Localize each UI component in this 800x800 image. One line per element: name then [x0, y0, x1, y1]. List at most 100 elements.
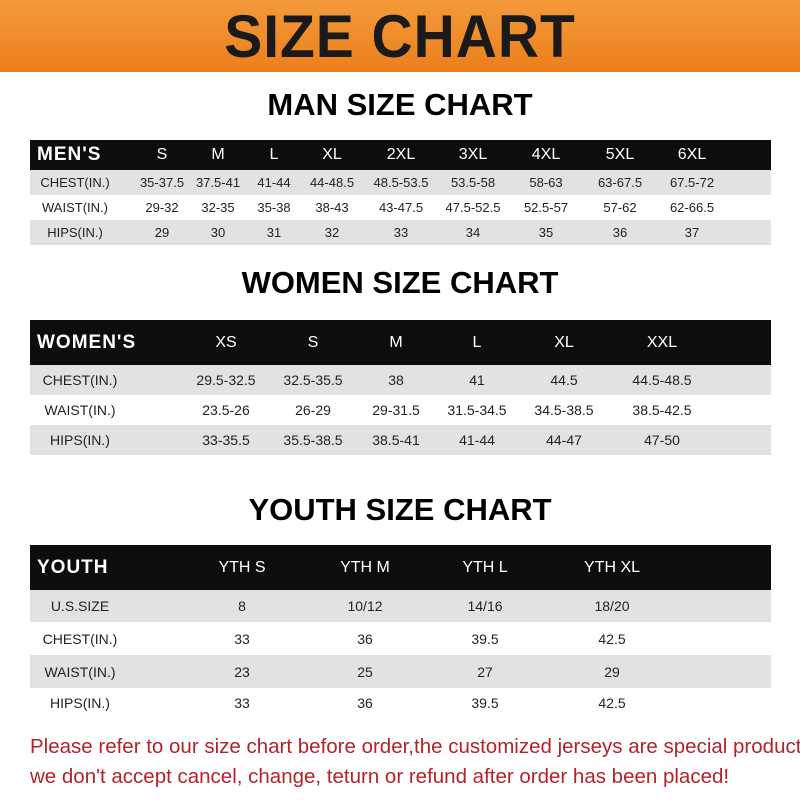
table-cell: 33 [234, 695, 250, 711]
row-label: HIPS(IN.) [50, 695, 110, 711]
notice-line-2: we don't accept cancel, change, teturn o… [30, 765, 730, 788]
table-cell: 32.5-35.5 [283, 372, 343, 388]
table-cell: 8 [238, 598, 246, 614]
header-row: YOUTH YTH S YTH M YTH L YTH XL [30, 545, 771, 590]
row-label: WAIST(IN.) [42, 200, 108, 215]
row-label: WAIST(IN.) [44, 402, 116, 418]
table-cell: 52.5-57 [523, 200, 569, 215]
table-cell: 34.5-38.5 [534, 402, 594, 418]
table-cell: 37 [684, 225, 700, 240]
table-cell: 38.5-42.5 [632, 402, 692, 418]
size-header: XL [554, 333, 574, 351]
table-cell: 35.5-38.5 [283, 432, 343, 448]
table-label: WOMEN'S [37, 331, 137, 353]
table-label: MEN'S [37, 144, 102, 165]
header-row: MEN'S S M L XL 2XL 3XL 4XL 5XL 6XL [30, 140, 771, 170]
table-row: HIPS(IN.) 33 36 39.5 42.5 [30, 688, 771, 718]
table-cell: 48.5-53.5 [373, 175, 429, 190]
row-label: HIPS(IN.) [47, 225, 103, 240]
header-row: WOMEN'S XS S M L XL XXL [30, 320, 771, 365]
size-header: XXL [646, 333, 678, 351]
table-cell: 23.5-26 [202, 402, 250, 418]
size-header: YTH M [340, 558, 390, 576]
table-row: CHEST(IN.) 35-37.5 37.5-41 41-44 44-48.5 48.5… [30, 170, 771, 195]
table-cell: 39.5 [471, 630, 499, 647]
table-cell: 38-43 [315, 200, 349, 215]
table-cell: 33 [234, 630, 250, 647]
table-cell: 14/16 [467, 598, 503, 614]
table-cell: 36 [357, 695, 373, 711]
table-cell: 38.5-41 [372, 432, 420, 448]
table-cell: 44-47 [546, 432, 582, 448]
table-cell: 31.5-34.5 [447, 402, 507, 418]
women-title: WOMEN SIZE CHART [241, 265, 559, 300]
table-cell: 67.5-72 [669, 175, 715, 190]
notice-line-1: Please refer to our size chart before or… [30, 735, 800, 758]
youth-size-table: YOUTH YTH S YTH M YTH L YTH XL U.S.SIZE 8 10/12… [30, 545, 771, 718]
table-cell: 47.5-52.5 [445, 200, 501, 215]
table-cell: 26-29 [295, 402, 331, 418]
table-cell: 37.5-41 [195, 175, 241, 190]
size-header: 6XL [677, 146, 707, 163]
table-cell: 27 [477, 663, 493, 680]
table-cell: 31 [266, 225, 282, 240]
table-cell: 29.5-32.5 [196, 372, 256, 388]
table-cell: 32-35 [201, 200, 235, 215]
table-cell: 29 [154, 225, 170, 240]
men-title: MAN SIZE CHART [267, 87, 533, 122]
table-cell: 23 [234, 663, 250, 680]
table-cell: 44-48.5 [309, 175, 355, 190]
table-cell: 36 [612, 225, 628, 240]
table-row: CHEST(IN.) 29.5-32.5 32.5-35.5 38 41 44.5 44.5… [30, 365, 771, 395]
table-cell: 33-35.5 [202, 432, 250, 448]
men-size-table: MEN'S S M L XL 2XL 3XL 4XL 5XL 6XL CHEST(IN.) 35-37… [30, 140, 771, 245]
size-header: M [211, 146, 225, 163]
row-label: HIPS(IN.) [50, 432, 110, 448]
size-header: 3XL [458, 146, 488, 163]
youth-title: YOUTH SIZE CHART [248, 492, 552, 527]
table-cell: 58-63 [529, 175, 563, 190]
size-header: 4XL [531, 146, 561, 163]
table-cell: 36 [357, 630, 373, 647]
row-label: CHEST(IN.) [42, 630, 118, 647]
size-header: 2XL [386, 146, 416, 163]
table-cell: 47-50 [644, 432, 680, 448]
size-header: L [269, 146, 279, 163]
table-row: HIPS(IN.) 29 30 31 32 33 34 35 36 37 [30, 220, 771, 245]
table-cell: 41-44 [459, 432, 495, 448]
size-header: XS [215, 333, 237, 351]
row-label: CHEST(IN.) [40, 175, 110, 190]
table-cell: 42.5 [598, 695, 626, 711]
table-cell: 30 [210, 225, 226, 240]
table-row: WAIST(IN.) 23.5-26 26-29 29-31.5 31.5-34.5 34… [30, 395, 771, 425]
table-cell: 10/12 [347, 598, 383, 614]
size-header: M [389, 333, 403, 351]
table-cell: 41-44 [257, 175, 291, 190]
table-cell: 34 [465, 225, 481, 240]
table-cell: 35-38 [257, 200, 291, 215]
table-cell: 62-66.5 [669, 200, 715, 215]
header-banner: SIZE CHART [0, 0, 800, 72]
size-header: YTH S [218, 558, 266, 576]
size-header: S [307, 333, 319, 351]
row-label: U.S.SIZE [50, 598, 110, 614]
size-header: YTH XL [583, 558, 641, 576]
size-header: 5XL [605, 146, 635, 163]
table-cell: 43-47.5 [378, 200, 424, 215]
table-cell: 18/20 [594, 598, 630, 614]
table-row: WAIST(IN.) 23 25 27 29 [30, 655, 771, 688]
women-size-table: WOMEN'S XS S M L XL XXL CHEST(IN.) 29.5-32.5 32.5… [30, 320, 771, 455]
table-label: YOUTH [37, 556, 109, 578]
table-cell: 41 [469, 372, 485, 388]
row-label: CHEST(IN.) [42, 372, 118, 388]
table-row: WAIST(IN.) 29-32 32-35 35-38 38-43 43-47.5 47.… [30, 195, 771, 220]
table-cell: 53.5-58 [450, 175, 496, 190]
table-cell: 39.5 [471, 695, 499, 711]
main-title: SIZE CHART [224, 2, 576, 70]
table-cell: 33 [393, 225, 409, 240]
table-cell: 44.5-48.5 [632, 372, 692, 388]
table-cell: 35 [538, 225, 554, 240]
table-cell: 63-67.5 [597, 175, 643, 190]
table-cell: 29-31.5 [372, 402, 420, 418]
table-cell: 35-37.5 [139, 175, 185, 190]
